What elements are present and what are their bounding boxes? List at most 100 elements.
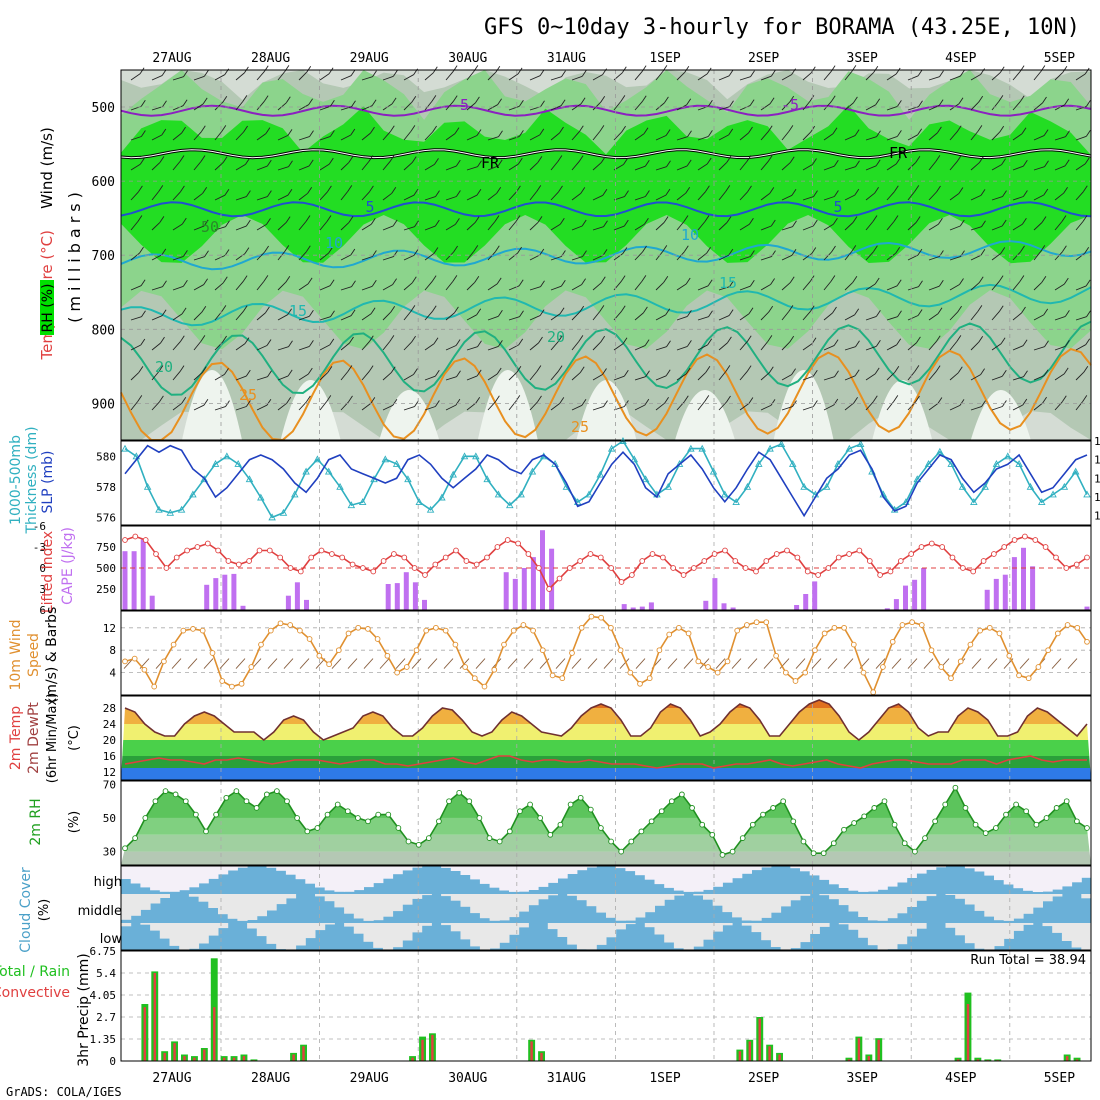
wind-barb <box>844 194 856 201</box>
wind-barb-flag <box>748 307 754 314</box>
wind-barb <box>340 106 352 111</box>
cloud-gap <box>994 894 1005 921</box>
cloud-gap <box>664 923 675 943</box>
wind-barb <box>424 72 434 81</box>
wind-barb-flag <box>329 338 335 346</box>
wind-barb <box>550 313 561 321</box>
wind-barb <box>382 341 391 351</box>
lifted-index-point <box>846 551 852 557</box>
wind-barb <box>361 371 370 381</box>
cloud-gap <box>324 866 335 891</box>
rh2m-point <box>577 794 584 801</box>
wind-barb <box>739 403 750 411</box>
wind-barb-flag <box>644 218 649 225</box>
wind-barb <box>886 163 897 171</box>
rh2m-point <box>1084 825 1090 831</box>
wind-barb <box>445 404 457 411</box>
rh2m-point <box>506 828 513 835</box>
rh2m-point <box>972 821 979 828</box>
cloud-gap <box>179 866 190 891</box>
wind-barb <box>802 311 811 321</box>
wind-barb <box>1054 401 1063 411</box>
wind-barb-flag <box>1085 338 1091 345</box>
wind-barb-flag <box>643 306 648 314</box>
cloud-gap <box>848 866 859 891</box>
wind-barb-flag <box>139 246 144 254</box>
cloud-gap <box>402 866 413 871</box>
cloud-gap <box>460 923 471 940</box>
precip-conv-bar <box>1075 1059 1079 1061</box>
wind-barb-flag <box>1065 340 1070 347</box>
thickness-point <box>721 490 729 498</box>
precip-total-bar <box>974 1057 982 1061</box>
wind-barb-flag <box>308 159 314 167</box>
wind10-barb <box>427 658 438 669</box>
wind-barb-flag <box>706 246 711 254</box>
wind-barb-flag <box>939 70 944 77</box>
lifted-index-point <box>649 551 656 557</box>
wind-barb <box>991 343 1002 351</box>
cloud-gap <box>538 894 549 900</box>
wind10-point <box>190 626 196 632</box>
wind-barb <box>739 285 751 291</box>
thickness-point <box>324 467 333 475</box>
wind-barb <box>886 191 895 201</box>
thickness-point <box>517 490 525 498</box>
wind-barb <box>130 73 141 81</box>
wind-barb-flag <box>1019 275 1025 282</box>
wind-barb <box>445 101 454 111</box>
wind-barb <box>739 105 751 111</box>
wind-barb <box>928 403 939 411</box>
thickness-point <box>788 459 797 467</box>
wind-barb <box>823 312 833 321</box>
wind-barb <box>151 254 163 261</box>
rh2m-point <box>729 848 736 855</box>
wind-barb <box>235 131 244 141</box>
thickness-point <box>177 505 186 513</box>
cloud-gap <box>974 866 985 872</box>
wind-barb <box>823 281 832 291</box>
wind-barb-flag <box>222 276 228 284</box>
wind-barb <box>1012 251 1021 261</box>
cape-panel-bg <box>121 526 1091 610</box>
wind-barb-flag <box>664 96 669 104</box>
contour-label: 5 <box>833 198 842 216</box>
wind-barb <box>1075 285 1087 291</box>
wind-barb-flag <box>434 369 440 377</box>
wind-barb-flag <box>347 365 353 372</box>
date-label-top: 5SEP <box>1044 51 1075 66</box>
cape-bar <box>993 578 999 610</box>
cloud-gap <box>450 923 461 932</box>
wind-barb <box>172 255 184 261</box>
wind-barb-flag <box>183 70 188 77</box>
rh2m-point <box>567 801 574 808</box>
lifted-index-axis-label: Lifted Index <box>40 531 56 613</box>
rh2m-point <box>152 798 159 805</box>
wind-barb <box>550 191 559 201</box>
rh2m-point <box>405 838 412 845</box>
rh2m-point <box>304 828 311 835</box>
wind-barb-flag <box>708 100 713 107</box>
wind-barb-flag <box>875 98 881 106</box>
wind-barb <box>844 71 853 81</box>
wind-barb <box>991 225 1003 231</box>
wind-barb-flag <box>895 157 901 165</box>
wind-barb-flag <box>517 157 523 165</box>
cloud-gap <box>353 866 364 891</box>
wind-barb-flag <box>705 366 711 373</box>
cape-bar <box>703 600 709 610</box>
lifted-index-point <box>608 565 615 571</box>
wind10-barb <box>827 658 838 669</box>
wind-barb-flag <box>308 98 313 105</box>
cloud-gap <box>363 923 374 942</box>
wind-barb-flag <box>893 395 899 402</box>
wind-barb-flag <box>517 246 522 254</box>
temp2m-axis-label-a: 2m Temp <box>8 706 24 770</box>
wind-barb <box>1012 133 1023 141</box>
wind-barb <box>991 131 1001 141</box>
cloud-gap <box>635 866 646 876</box>
wind-barb <box>235 281 244 291</box>
wind-barb <box>928 223 939 231</box>
